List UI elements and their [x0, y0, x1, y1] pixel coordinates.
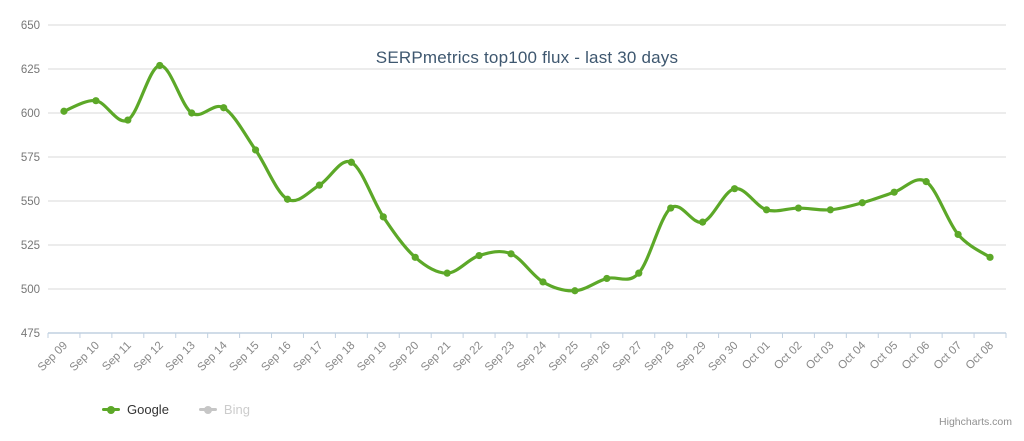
x-axis-label: Oct 04 — [836, 339, 869, 372]
data-point-google-sep-09[interactable] — [60, 107, 68, 115]
legend-label-google: Google — [127, 402, 169, 417]
x-axis-label: Sep 28 — [643, 340, 677, 374]
x-axis-label: Sep 26 — [579, 340, 613, 374]
y-axis-label: 525 — [21, 240, 40, 252]
data-point-google-sep-12[interactable] — [156, 61, 164, 70]
x-axis-label: Oct 01 — [740, 340, 772, 372]
data-point-google-sep-30[interactable] — [730, 185, 739, 193]
x-axis-label: Sep 10 — [68, 340, 102, 374]
x-axis-label: Sep 17 — [291, 340, 325, 374]
y-axis-label: 475 — [21, 328, 40, 340]
x-axis-label: Oct 05 — [868, 340, 900, 372]
data-point-google-sep-26[interactable] — [603, 274, 611, 283]
data-point-google-oct-02[interactable] — [794, 204, 803, 212]
y-axis-label: 550 — [21, 196, 40, 208]
data-point-google-oct-04[interactable] — [858, 199, 866, 207]
data-point-google-sep-15[interactable] — [251, 146, 260, 154]
x-axis-label: Sep 25 — [547, 340, 581, 374]
y-axis-label: 575 — [21, 152, 40, 164]
y-axis-label: 500 — [21, 284, 40, 296]
data-point-google-oct-05[interactable] — [890, 188, 898, 196]
data-point-google-sep-16[interactable] — [283, 195, 292, 203]
data-point-google-sep-27[interactable] — [635, 269, 643, 277]
data-point-google-sep-20[interactable] — [411, 253, 419, 261]
x-axis-label: Sep 13 — [164, 340, 198, 374]
x-axis-label: Sep 24 — [515, 339, 550, 374]
x-axis-label: Sep 12 — [132, 340, 166, 374]
data-point-google-oct-03[interactable] — [826, 206, 834, 214]
data-point-google-sep-23[interactable] — [507, 250, 515, 258]
data-point-google-sep-25[interactable] — [571, 287, 579, 295]
data-point-google-sep-13[interactable] — [188, 109, 196, 117]
series-line-google — [62, 63, 992, 293]
x-axis-label: Sep 11 — [100, 340, 134, 374]
google-series-marker-icon — [102, 405, 120, 414]
data-point-google-sep-19[interactable] — [379, 213, 387, 221]
chart-title: SERPmetrics top100 flux - last 30 days — [375, 48, 679, 67]
x-axis-label: Oct 08 — [964, 340, 996, 372]
legend-item-bing[interactable]: Bing — [198, 402, 250, 417]
x-axis-label: Sep 21 — [419, 340, 453, 374]
data-point-google-sep-10[interactable] — [92, 97, 100, 105]
x-axis-label: Sep 27 — [611, 340, 645, 374]
legend-item-google[interactable]: Google — [102, 402, 169, 417]
data-point-google-sep-17[interactable] — [315, 181, 324, 189]
legend: Google Bing — [102, 402, 250, 417]
x-axis-label: Sep 23 — [483, 340, 517, 374]
y-axis-label: 625 — [21, 64, 40, 76]
data-point-google-sep-29[interactable] — [699, 218, 707, 226]
x-axis-label: Oct 07 — [932, 340, 964, 372]
data-point-google-oct-06[interactable] — [922, 178, 930, 186]
x-axis-label: Oct 02 — [772, 340, 804, 372]
data-point-google-oct-01[interactable] — [762, 206, 771, 214]
x-axis-label: Sep 20 — [387, 340, 421, 374]
x-axis-label: Sep 16 — [259, 340, 293, 374]
data-point-google-sep-11[interactable] — [124, 116, 132, 124]
data-point-google-sep-21[interactable] — [443, 269, 451, 277]
x-axis-label: Sep 22 — [451, 340, 485, 374]
x-axis-label: Oct 06 — [900, 340, 932, 372]
y-axis-label: 600 — [21, 108, 40, 120]
x-axis-label: Sep 15 — [227, 340, 261, 374]
data-point-google-oct-08[interactable] — [986, 253, 994, 261]
data-point-google-sep-22[interactable] — [475, 251, 483, 260]
data-point-google-oct-07[interactable] — [954, 230, 962, 239]
x-axis-label: Sep 19 — [355, 340, 389, 374]
legend-label-bing: Bing — [223, 402, 250, 417]
x-axis-label: Sep 09 — [36, 340, 70, 374]
x-axis-label: Sep 14 — [195, 339, 230, 374]
y-axis-label: 650 — [21, 20, 40, 32]
x-axis-label: Oct 03 — [804, 340, 836, 372]
x-axis-label: Sep 18 — [323, 340, 357, 374]
x-axis-label: Sep 29 — [674, 340, 708, 374]
highcharts-credits-link[interactable]: Highcharts.com — [939, 416, 1012, 428]
bing-series-marker-icon — [198, 405, 217, 414]
data-point-google-sep-28[interactable] — [667, 204, 675, 212]
data-point-google-sep-18[interactable] — [347, 158, 355, 166]
data-point-google-sep-24[interactable] — [539, 278, 547, 286]
data-point-google-sep-14[interactable] — [220, 104, 228, 112]
x-axis-label: Sep 30 — [706, 340, 740, 374]
